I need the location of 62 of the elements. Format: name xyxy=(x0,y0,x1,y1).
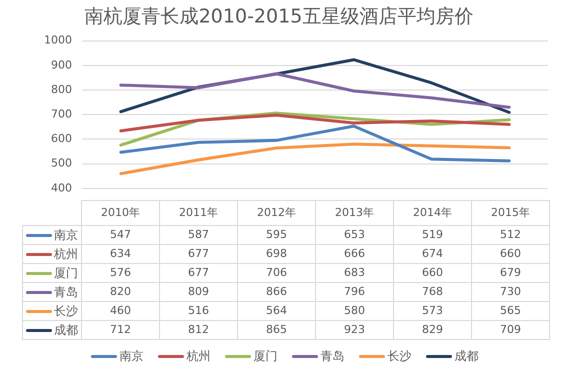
y-tick-label: 700 xyxy=(51,107,72,120)
x-tick-label: 2011年 xyxy=(160,200,238,226)
legend-label: 南京 xyxy=(54,228,78,242)
data-label: 674 xyxy=(394,244,472,264)
text: 厦门 xyxy=(254,349,278,363)
data-label: 709 xyxy=(472,320,550,340)
data-label: 595 xyxy=(238,226,316,244)
data-label: 653 xyxy=(316,226,394,244)
y-tick-label: 900 xyxy=(51,58,72,72)
y-tick-label: 500 xyxy=(51,156,72,170)
x-tick-label: 2013年 xyxy=(316,200,394,226)
data-label: 666 xyxy=(316,244,394,264)
data-label: 587 xyxy=(160,226,238,244)
data-label: 712 xyxy=(82,320,160,340)
data-label: 677 xyxy=(160,264,238,282)
text: 长沙 xyxy=(388,349,412,363)
data-label: 812 xyxy=(160,320,238,340)
chart-title: 南杭厦青长成2010-2015五星级酒店平均房价 xyxy=(84,5,474,28)
legend-label: 青岛 xyxy=(54,285,78,299)
data-label: 519 xyxy=(394,226,472,244)
x-tick-label: 2014年 xyxy=(394,200,472,226)
data-label: 923 xyxy=(316,320,394,340)
y-tick-label: 600 xyxy=(51,132,72,146)
data-label: 576 xyxy=(82,264,160,282)
text: 青岛 xyxy=(320,349,344,363)
data-label: 677 xyxy=(160,244,238,264)
data-label: 660 xyxy=(394,264,472,282)
data-label: 829 xyxy=(394,320,472,340)
data-label: 573 xyxy=(394,302,472,320)
y-tick-label: 800 xyxy=(51,82,72,96)
y-tick-label: 400 xyxy=(51,181,72,194)
data-label: 865 xyxy=(238,320,316,340)
data-label: 698 xyxy=(238,244,316,264)
text: 杭州 xyxy=(186,349,210,363)
x-tick-label: 2012年 xyxy=(238,200,316,226)
data-label: 580 xyxy=(316,302,394,320)
y-tick-label: 1000 xyxy=(44,34,72,47)
legend-label: 长沙 xyxy=(54,304,78,318)
data-label: 706 xyxy=(238,264,316,282)
text: 南京 xyxy=(120,349,144,363)
data-label: 768 xyxy=(394,282,472,302)
x-tick-label: 2015年 xyxy=(472,200,550,226)
data-label: 683 xyxy=(316,264,394,282)
data-label: 460 xyxy=(82,302,160,320)
legend-label: 厦门 xyxy=(54,266,78,280)
data-label: 866 xyxy=(238,282,316,302)
data-label: 634 xyxy=(82,244,160,264)
data-label: 564 xyxy=(238,302,316,320)
legend-label: 杭州 xyxy=(54,247,78,261)
data-label: 660 xyxy=(472,244,550,264)
data-label: 679 xyxy=(472,264,550,282)
data-label: 820 xyxy=(82,282,160,302)
data-label: 730 xyxy=(472,282,550,302)
legend-label: 成都 xyxy=(54,323,78,337)
data-label: 547 xyxy=(82,226,160,244)
x-tick-label: 2010年 xyxy=(82,200,160,226)
data-label: 565 xyxy=(472,302,550,320)
data-label: 796 xyxy=(316,282,394,302)
data-label: 512 xyxy=(472,226,550,244)
text: 成都 xyxy=(454,349,478,363)
data-label: 516 xyxy=(160,302,238,320)
data-label: 809 xyxy=(160,282,238,302)
